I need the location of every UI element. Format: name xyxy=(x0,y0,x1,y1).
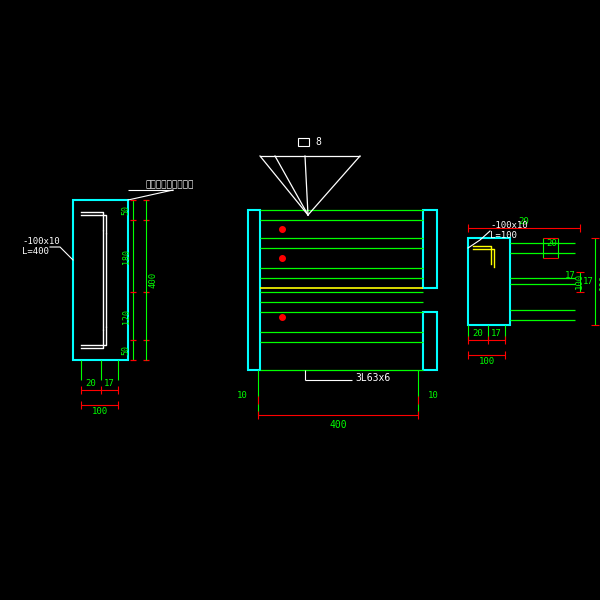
Text: L=400: L=400 xyxy=(22,247,49,257)
Text: 10: 10 xyxy=(237,391,248,400)
Text: 3L63x6: 3L63x6 xyxy=(355,373,390,383)
Text: 180: 180 xyxy=(121,248,131,263)
Bar xyxy=(423,312,437,370)
Text: -100x10: -100x10 xyxy=(490,221,527,230)
Text: 20: 20 xyxy=(518,217,529,226)
Text: 10: 10 xyxy=(428,391,439,400)
Bar xyxy=(298,138,309,146)
Text: 17: 17 xyxy=(565,271,576,280)
Bar xyxy=(248,210,260,370)
Text: 8: 8 xyxy=(315,137,321,147)
Text: 100: 100 xyxy=(91,407,107,416)
Text: 400: 400 xyxy=(149,272,157,288)
Text: 100: 100 xyxy=(599,274,600,290)
Text: 50: 50 xyxy=(121,205,131,215)
Text: -100x10: -100x10 xyxy=(22,238,59,247)
Text: 17: 17 xyxy=(491,329,502,338)
Text: 20: 20 xyxy=(473,329,484,338)
Bar xyxy=(423,210,437,288)
Text: L=100: L=100 xyxy=(490,232,517,241)
Text: 预埋于柱间支撑一侧: 预埋于柱间支撑一侧 xyxy=(146,181,194,190)
Text: 120: 120 xyxy=(121,308,131,323)
Text: 17: 17 xyxy=(104,379,115,389)
Text: 20: 20 xyxy=(86,379,97,389)
Text: 20: 20 xyxy=(547,238,557,247)
Text: 17: 17 xyxy=(583,277,593,286)
Text: 400: 400 xyxy=(329,420,347,430)
Text: 50: 50 xyxy=(121,345,131,355)
Text: 100: 100 xyxy=(478,358,494,367)
Text: 100: 100 xyxy=(575,273,584,289)
Bar xyxy=(468,238,510,325)
Bar xyxy=(73,200,128,360)
